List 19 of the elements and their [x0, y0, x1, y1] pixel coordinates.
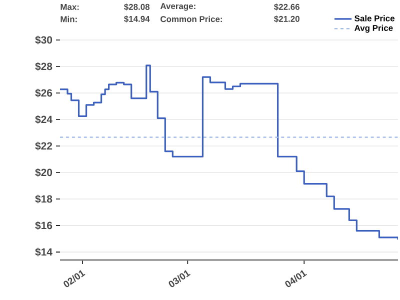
text: $28.08: [124, 4, 150, 10]
text: Min:: [60, 16, 77, 22]
y-tick-label: $14: [35, 248, 52, 256]
text: $21.20: [274, 16, 300, 22]
y-tick-label: $26: [35, 88, 52, 98]
y-tick-label: $24: [35, 115, 52, 124]
text: $14.94: [124, 16, 150, 22]
text: Common Price:: [160, 16, 222, 22]
text: Average:: [160, 3, 196, 11]
legend-label: Avg Price: [354, 24, 393, 33]
y-tick-label: $22: [35, 142, 52, 150]
text: $22.66: [274, 4, 300, 10]
y-tick-label: $18: [35, 194, 52, 204]
legend-label: Sale Price: [354, 15, 395, 22]
y-tick-label: $20: [35, 168, 52, 177]
y-tick-label: $16: [35, 221, 52, 230]
y-tick-label: $28: [35, 62, 52, 71]
y-tick-label: $30: [35, 36, 52, 44]
text: Max:: [60, 4, 79, 10]
